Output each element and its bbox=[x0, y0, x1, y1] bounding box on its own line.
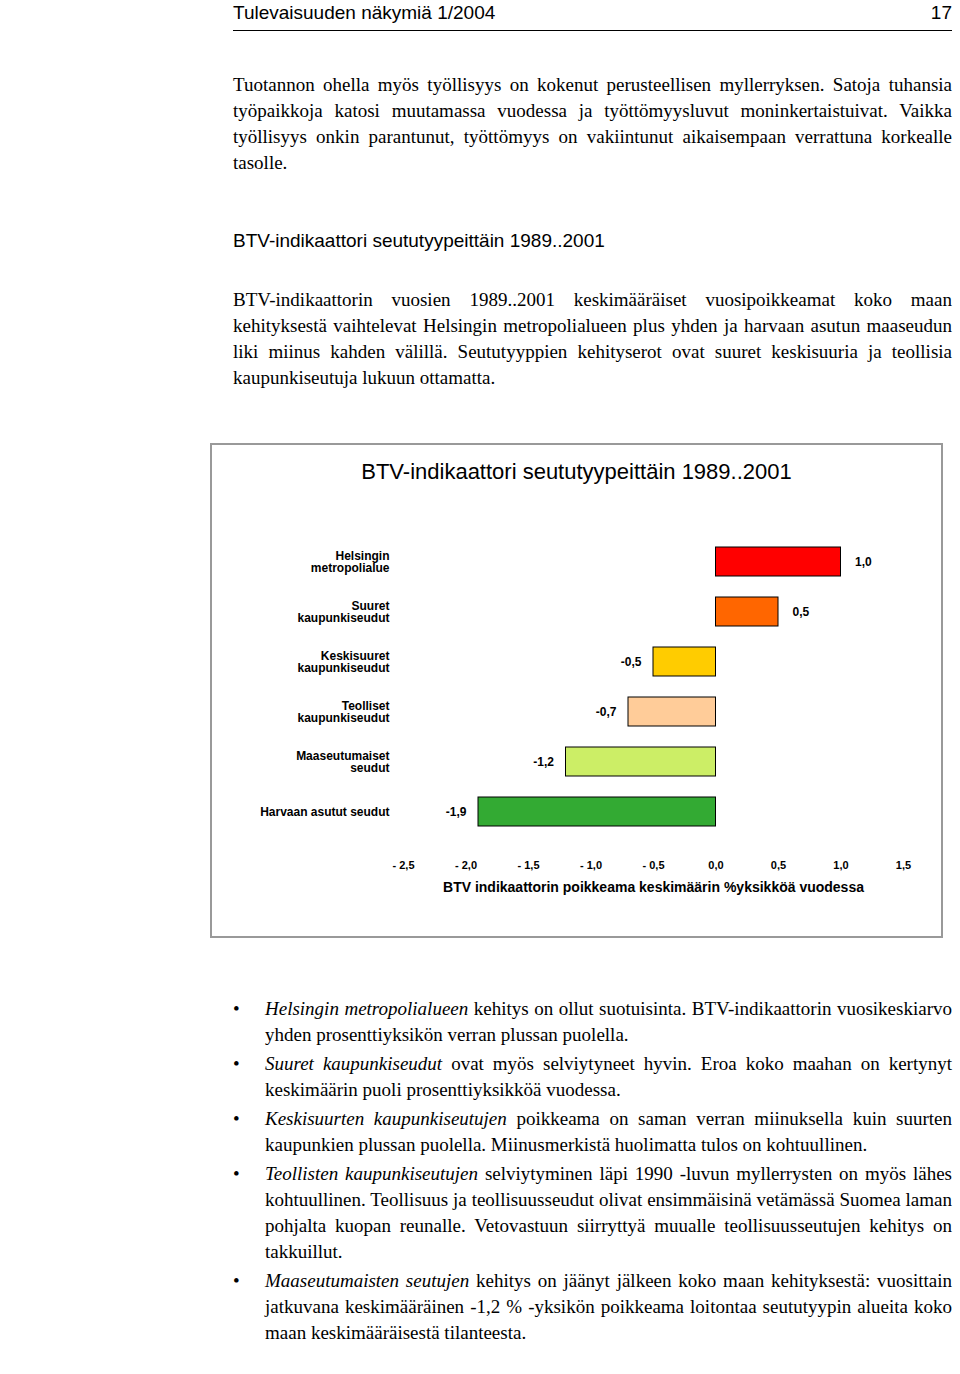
html-text:Tulevaisuuden näkymiä 1/2004: Tulevaisuuden näkymiä 1/2004 bbox=[233, 2, 496, 23]
svg-text:0,0: 0,0 bbox=[708, 859, 723, 871]
html-text:BTV-indikaattori seututyypeitt: BTV-indikaattori seututyypeittäin 1989..… bbox=[233, 230, 605, 251]
html-text:BTV-indikaattorin vuosien 1989: BTV-indikaattorin vuosien 1989..2001 kes… bbox=[233, 289, 952, 388]
html-text:Teollisten kaupunkiseutujen se: Teollisten kaupunkiseutujen selviytymine… bbox=[265, 1163, 952, 1262]
svg-text:-0,5: -0,5 bbox=[621, 655, 642, 669]
svg-text:- 1,5: - 1,5 bbox=[517, 859, 539, 871]
svg-text:0,5: 0,5 bbox=[771, 859, 786, 871]
html-text:Maaseutumaisten seutujen kehit: Maaseutumaisten seutujen kehitys on jään… bbox=[265, 1270, 952, 1343]
svg-text:BTV indikaattorin poikkeama ke: BTV indikaattorin poikkeama keskimäärin … bbox=[443, 879, 864, 895]
svg-text:Suuretkaupunkiseudut: Suuretkaupunkiseudut bbox=[297, 599, 389, 625]
svg-text:-1,2: -1,2 bbox=[533, 755, 554, 769]
svg-text:- 0,5: - 0,5 bbox=[642, 859, 664, 871]
svg-text:Maaseutumaisetseudut: Maaseutumaisetseudut bbox=[296, 749, 389, 775]
svg-text:Harvaan asutut seudut: Harvaan asutut seudut bbox=[260, 805, 389, 819]
svg-text:- 1,0: - 1,0 bbox=[580, 859, 602, 871]
html-text:Keskisuurten kaupunkiseutujen: Keskisuurten kaupunkiseutujen poikkeama … bbox=[265, 1108, 952, 1155]
svg-text:- 2,0: - 2,0 bbox=[455, 859, 477, 871]
html-text:Suuret kaupunkiseudut ovat myö: Suuret kaupunkiseudut ovat myös selviyty… bbox=[265, 1053, 952, 1100]
svg-text:Teollisetkaupunkiseudut: Teollisetkaupunkiseudut bbox=[297, 699, 389, 725]
svg-text:Keskisuuretkaupunkiseudut: Keskisuuretkaupunkiseudut bbox=[297, 649, 389, 675]
svg-text:- 2,5: - 2,5 bbox=[392, 859, 414, 871]
html-text:Tuotannon ohella myös työllisy: Tuotannon ohella myös työllisyys on koke… bbox=[233, 74, 952, 173]
svg-text:0,5: 0,5 bbox=[793, 605, 810, 619]
svg-text:Helsinginmetropolialue: Helsinginmetropolialue bbox=[311, 549, 390, 575]
html-text:Helsingin metropolialueen kehi: Helsingin metropolialueen kehitys on oll… bbox=[265, 998, 952, 1045]
svg-text:-1,9: -1,9 bbox=[446, 805, 467, 819]
svg-text:-0,7: -0,7 bbox=[596, 705, 617, 719]
html-text:BTV-indikaattori seututyypeitt: BTV-indikaattori seututyypeittäin 1989..… bbox=[361, 459, 792, 484]
svg-text:1,0: 1,0 bbox=[833, 859, 848, 871]
svg-text:1,5: 1,5 bbox=[896, 859, 911, 871]
svg-text:1,0: 1,0 bbox=[855, 555, 872, 569]
html-text:17: 17 bbox=[930, 2, 952, 23]
